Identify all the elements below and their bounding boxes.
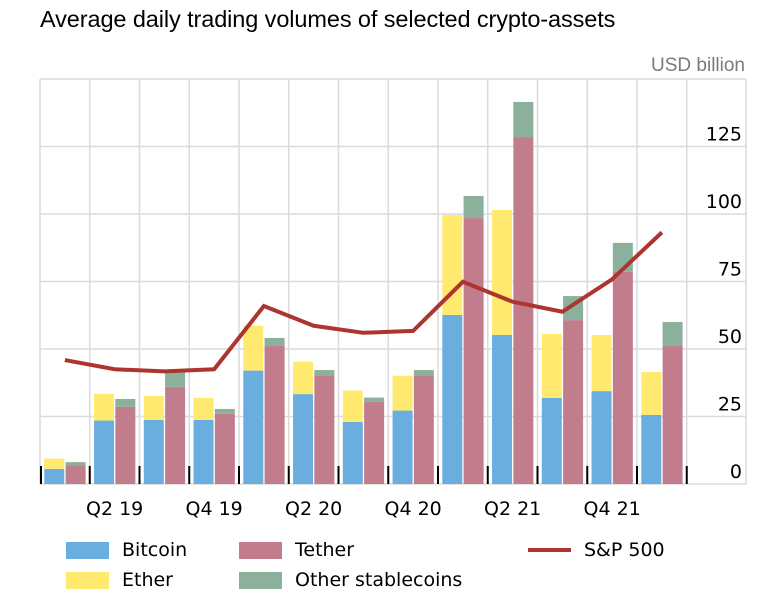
bar-ether-q2-19	[94, 393, 115, 421]
bar-ether-q1-22	[641, 371, 662, 415]
bar-ether-q3-20	[342, 390, 363, 422]
bar-bitcoin-q2-19	[94, 420, 115, 484]
x-tick-label: Q2 21	[484, 498, 541, 520]
y-tick-label: 75	[718, 259, 742, 281]
x-tick-label: Q4 19	[185, 498, 242, 520]
bar-tether-q1-22	[662, 346, 683, 484]
bar-other-stablecoins-q4-19	[214, 408, 235, 414]
bar-ether-q4-19	[193, 397, 214, 421]
bar-other-stablecoins-q1-22	[662, 322, 683, 347]
bar-bitcoin-q2-20	[293, 394, 314, 484]
bar-other-stablecoins-q2-20	[314, 370, 335, 376]
bar-bitcoin-q3-20	[342, 421, 363, 484]
legend-item-sp500: S&P 500	[528, 539, 665, 561]
bar-bitcoin-q1-20	[243, 370, 264, 484]
bar-other-stablecoins-q1-19	[65, 462, 86, 466]
legend-swatch-other-stablecoins	[239, 571, 282, 589]
bar-tether-q2-20	[314, 376, 335, 484]
bar-other-stablecoins-q1-21	[463, 195, 484, 219]
legend-item-bitcoin: Bitcoin	[66, 539, 187, 561]
x-tick-label: Q2 19	[86, 498, 143, 520]
tick-labels: 0 25 50 75 100 125 Q2 19 Q4 19 Q2 20 Q4 20 Q2 21 Q4…	[86, 124, 742, 521]
legend-label-bitcoin: Bitcoin	[122, 539, 188, 561]
bar-bitcoin-q4-21	[591, 391, 612, 484]
bar-bitcoin-q4-19	[193, 420, 214, 484]
bar-bitcoin-q1-19	[44, 468, 65, 484]
sp500-line-layer	[64, 230, 664, 374]
bar-ether-q2-20	[293, 361, 314, 395]
y-tick-label: 0	[730, 461, 742, 483]
bar-other-stablecoins-q3-20	[364, 397, 385, 402]
legend-item-ether: Ether	[66, 569, 173, 591]
bar-bitcoin-q4-20	[392, 410, 413, 484]
bar-ether-q4-20	[392, 375, 413, 411]
bar-tether-q1-19	[65, 465, 86, 484]
bar-bitcoin-q1-21	[442, 314, 463, 484]
legend-label-other-stablecoins: Other stablecoins	[295, 569, 463, 591]
y-tick-label: 100	[706, 191, 742, 213]
bar-tether-q3-20	[364, 401, 385, 484]
chart-title: Average daily trading volumes of selecte…	[40, 6, 616, 32]
bar-bitcoin-q3-21	[541, 397, 562, 484]
x-tick-label: Q4 21	[583, 498, 640, 520]
legend-item-other-stablecoins: Other stablecoins	[239, 569, 462, 591]
bar-other-stablecoins-q4-20	[413, 370, 434, 376]
legend-label-sp500: S&P 500	[584, 539, 665, 561]
bar-bitcoin-q3-19	[143, 420, 164, 484]
x-tick-label: Q2 20	[285, 498, 342, 520]
bar-other-stablecoins-q2-19	[115, 398, 136, 407]
y-axis-unit-label: USD billion	[651, 55, 745, 76]
legend-swatch-bitcoin	[66, 541, 109, 559]
bar-other-stablecoins-q3-19	[165, 372, 186, 387]
bar-tether-q4-19	[214, 413, 235, 484]
legend-swatch-ether	[66, 571, 109, 589]
bar-ether-q1-20	[243, 325, 264, 371]
bar-other-stablecoins-q1-20	[264, 337, 285, 347]
bar-tether-q2-21	[513, 137, 534, 485]
legend-label-tether: Tether	[295, 539, 355, 561]
bar-tether-q2-19	[115, 406, 136, 484]
y-tick-label: 50	[718, 326, 742, 348]
bar-ether-q3-21	[541, 333, 562, 398]
legend-swatch-tether	[239, 541, 282, 559]
y-tick-label: 25	[718, 394, 742, 416]
bar-bitcoin-q2-21	[492, 334, 513, 484]
bar-ether-q3-19	[143, 395, 164, 421]
legend-swatch-sp500	[528, 548, 571, 552]
bar-tether-q1-21	[463, 218, 484, 485]
bar-ether-q1-19	[44, 458, 65, 469]
bar-bitcoin-q1-22	[641, 414, 662, 484]
bars	[44, 101, 683, 485]
legend-label-ether: Ether	[122, 569, 173, 591]
bar-ether-q2-21	[492, 209, 513, 335]
bar-tether-q3-19	[165, 386, 186, 484]
bar-tether-q4-21	[612, 271, 633, 484]
bar-other-stablecoins-q2-21	[513, 101, 534, 138]
y-tick-label: 125	[706, 124, 742, 146]
axis-ticks	[40, 466, 688, 484]
bar-ether-q4-21	[591, 334, 612, 392]
bar-tether-q1-20	[264, 346, 285, 484]
bar-tether-q3-21	[563, 320, 584, 484]
x-tick-label: Q4 20	[384, 498, 441, 520]
bar-tether-q4-20	[413, 376, 434, 484]
legend-item-tether: Tether	[239, 539, 354, 561]
